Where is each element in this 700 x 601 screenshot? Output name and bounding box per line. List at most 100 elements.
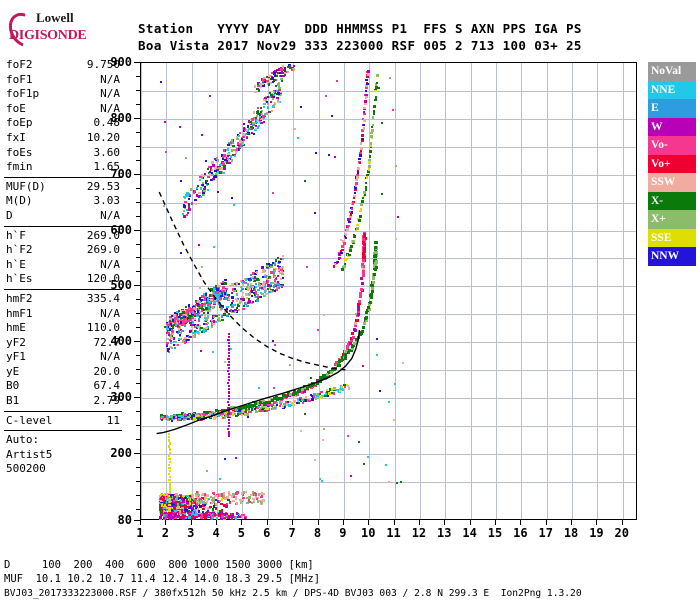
legend-item-nne[interactable]: NNE	[648, 80, 696, 99]
echo-point	[238, 139, 241, 142]
echo-point	[265, 292, 268, 296]
gridline-vertical	[572, 63, 574, 519]
echo-point	[207, 295, 211, 299]
legend-item-vo[interactable]: Vo-	[648, 136, 696, 155]
x-axis-tick	[368, 520, 370, 525]
echo-point	[169, 451, 172, 454]
echo-point	[202, 507, 205, 511]
echo-point	[304, 399, 307, 402]
echo-point	[261, 409, 264, 413]
echo-point	[184, 320, 187, 324]
y-axis-minor-tick	[136, 89, 140, 91]
echo-point	[258, 117, 261, 120]
echo-point	[253, 292, 256, 295]
echo-point	[216, 168, 219, 172]
echo-point	[204, 293, 208, 296]
echo-point	[222, 513, 225, 516]
ionogram-plot-area[interactable]	[140, 62, 637, 521]
echo-point	[300, 399, 303, 403]
echo-point	[238, 498, 241, 502]
y-axis-tick	[134, 229, 140, 231]
echo-point	[361, 273, 365, 277]
echo-point	[185, 311, 188, 315]
echo-point	[193, 335, 196, 338]
echo-point	[247, 297, 251, 300]
echo-point	[239, 412, 242, 415]
echo-point	[234, 517, 238, 520]
echo-point	[200, 313, 204, 317]
echo-point	[270, 398, 274, 402]
legend-item-ssw[interactable]: SSW	[648, 173, 696, 192]
echo-point	[186, 194, 189, 197]
echo-point	[273, 267, 276, 270]
legend-item-sse[interactable]: SSE	[648, 228, 696, 247]
echo-point	[214, 320, 217, 324]
echo-point	[180, 496, 184, 500]
echo-point	[242, 143, 246, 146]
echo-point	[280, 284, 283, 287]
legend-item-x[interactable]: X-	[648, 191, 696, 210]
echo-point	[190, 417, 194, 420]
legend-item-w[interactable]: W	[648, 117, 696, 136]
auto-scaler-line-1: Artist5	[6, 447, 53, 461]
echo-point	[242, 410, 245, 413]
echo-point	[252, 288, 256, 291]
echo-point	[361, 264, 365, 268]
param-key: M(D)	[6, 194, 33, 208]
echo-point	[243, 496, 246, 500]
echo-point	[255, 87, 259, 91]
echo-point	[361, 271, 365, 275]
echo-point	[241, 141, 245, 144]
legend-item-nnw[interactable]: NNW	[648, 247, 696, 266]
legend-item-vo[interactable]: Vo+	[648, 154, 696, 173]
echo-point	[241, 287, 244, 291]
echo-point	[193, 329, 197, 333]
echo-point	[259, 400, 263, 404]
echo-point	[235, 408, 239, 412]
echo-point	[239, 146, 242, 149]
echo-point	[349, 338, 353, 342]
echo-point	[250, 290, 253, 293]
echo-point	[233, 412, 237, 415]
echo-point	[256, 112, 260, 115]
echo-point	[168, 485, 172, 488]
echo-point	[236, 298, 239, 301]
echo-point	[362, 322, 366, 326]
echo-point	[160, 504, 164, 507]
echo-point	[258, 286, 261, 289]
y-axis-label: 300	[110, 390, 132, 405]
echo-point	[168, 497, 171, 500]
y-axis-label: 80	[117, 513, 132, 527]
param-row-b0: B0 67.4	[4, 379, 122, 394]
param-key: yE	[6, 364, 20, 378]
echo-point	[203, 302, 206, 306]
echo-point	[346, 348, 349, 351]
gridline-horizontal	[141, 426, 636, 428]
echo-point	[206, 298, 210, 301]
echo-point	[302, 399, 306, 403]
legend-item-e[interactable]: E	[648, 99, 696, 118]
echo-point	[275, 286, 279, 290]
echo-point	[166, 327, 169, 331]
curve-h-prime-f-dashed	[158, 191, 349, 371]
echo-point	[197, 317, 200, 320]
echo-point	[195, 194, 198, 197]
x-axis-label: 17	[538, 526, 553, 540]
gridline-horizontal	[141, 202, 636, 204]
echo-point	[249, 122, 252, 125]
echo-point	[247, 132, 250, 136]
echo-point	[192, 306, 196, 310]
echo-point	[241, 136, 244, 139]
echo-point	[344, 353, 348, 357]
param-value: 110.0	[86, 321, 120, 335]
legend-item-noval[interactable]: NoVal	[648, 62, 696, 81]
echo-point	[260, 121, 263, 124]
legend-item-x[interactable]: X+	[648, 210, 696, 229]
echo-point	[241, 499, 244, 502]
echo-point	[286, 394, 290, 398]
echo-point	[172, 503, 175, 506]
echo-point	[264, 284, 267, 287]
x-axis-tick	[571, 520, 573, 525]
echo-point	[276, 96, 279, 100]
echo-point	[358, 301, 361, 305]
